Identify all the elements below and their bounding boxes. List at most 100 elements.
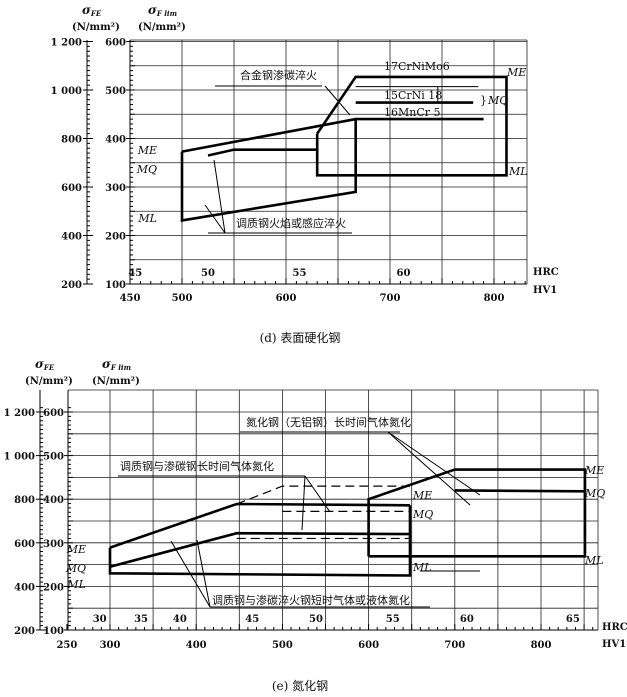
figure-caption: (e) 氮化钢 [272,678,328,693]
hrc-tick-label: 45 [245,614,259,625]
y-outer-tick-label: 1 200 [4,408,35,419]
level-label-ml: ML [584,554,604,567]
x-tick-label: 500 [172,293,193,304]
level-label-mq: MQ [584,487,605,500]
leader-line [324,85,351,116]
level-label-me: ME [412,489,432,502]
chart-d: 100 200 300 400 500 600 200 400 600 800 1 000 1 200… [51,3,559,345]
y-outer-tick-label: 1 000 [51,86,82,97]
y-tick-label: 100 [43,626,64,637]
y-outer-tick-label: 400 [14,582,35,593]
series-line-0 [109,502,410,549]
y-tick-label: 600 [105,38,126,49]
y-tick-label: 200 [43,582,64,593]
level-label-mq: MQ [412,508,433,521]
x-tick-label: 700 [444,640,465,651]
series-line-7 [454,489,585,493]
series-line-3 [180,119,357,222]
leader-line [170,540,211,608]
hrc-tick-label: 45 [128,268,142,279]
leader-line [301,475,306,531]
y-tick-label: 300 [105,183,126,194]
y-tick-label: 500 [105,86,126,97]
annotation: 合金钢渗碳淬火 [240,68,317,82]
series-line-1 [109,531,410,569]
x-tick-label: 250 [56,640,77,651]
y-outer-tick-label: 200 [61,280,82,291]
level-label-me: ME [506,66,526,79]
y-tick-label: 500 [43,452,64,463]
annotation: 16MnCr 5 [384,106,441,119]
y-outer-tick-label: 1 200 [51,38,82,49]
level-label-me: ME [66,543,86,556]
y-tick-label: 100 [105,280,126,291]
y-axis-unit: (N/mm²) [138,22,186,33]
annotation: 氮化钢（无铝钢）长时间气体氮化 [246,415,411,429]
level-label-me: ME [584,464,604,477]
x-tick-label: 450 [120,293,141,304]
y-tick-label: 400 [43,495,64,506]
chart-e: 100 200 300 400 500 600 200 400 600 800 1 000 1 200… [4,357,627,693]
x-tick-label: 300 [100,640,121,651]
annotation: 调质钢与渗碳钢长时间气体氮化 [120,459,274,473]
y_outer-axis-title: σFE [35,357,55,372]
series-line-6 [367,468,587,558]
leader-line [387,431,481,496]
level-label-mq: MQ [65,562,86,575]
x-tick-label: 800 [531,640,552,651]
leader-line [204,204,226,234]
series-line-1 [181,117,484,153]
y_outer-axis-unit: (N/mm²) [25,376,73,387]
y-axis-unit: (N/mm²) [92,376,140,387]
y-axis-title: σF lim [102,357,131,372]
y-axis-title: σF lim [148,3,177,18]
y-outer-tick-label: 600 [14,539,35,550]
annotation: 15CrNi 18 [384,89,442,102]
y-outer-tick-label: 800 [61,135,82,146]
figure-caption: (d) 表面硬化钢 [260,331,341,345]
hrc-tick-label: 50 [201,268,215,279]
series-line-3 [236,485,410,505]
x-axis-label: HV1 [533,285,557,296]
y-tick-label: 400 [105,135,126,146]
hrc-tick-label: 40 [173,614,187,625]
y-tick-label: 300 [43,539,64,550]
y_outer-axis-title: σFE [82,3,102,18]
x-tick-label: 600 [276,293,297,304]
y-outer-tick-label: 600 [61,183,82,194]
annotation: 17CrNiMo6 [384,60,450,73]
y-tick-label: 600 [43,408,64,419]
hrc-tick-label: 55 [293,268,307,279]
x2-axis-label: HRC [533,267,559,278]
y-outer-tick-label: 200 [14,626,35,637]
y_outer-axis-unit: (N/mm²) [72,22,120,33]
y-outer-tick-label: 400 [61,232,82,243]
level-label-ml: ML [66,578,86,591]
x-axis-label: HV1 [602,639,626,650]
hrc-tick-label: 60 [397,268,411,279]
x-tick-label: 800 [484,293,505,304]
annotation: 调质钢火焰或感应淬火 [236,216,346,230]
hrc-tick-label: 55 [386,614,400,625]
annotation: 调质钢与渗碳淬火钢短时气体或液体氮化 [212,593,410,607]
hrc-tick-label: 30 [93,614,107,625]
x-tick-label: 500 [272,640,293,651]
series-line-2 [108,505,412,577]
x-tick-label: 700 [380,293,401,304]
brace-icon: } [480,94,487,107]
x-tick-label: 600 [358,640,379,651]
y-tick-label: 200 [105,232,126,243]
hrc-tick-label: 65 [566,614,580,625]
level-label-me: ME [137,144,157,157]
y-outer-tick-label: 800 [14,495,35,506]
series-line-0 [315,75,508,177]
leader-line [387,431,471,506]
hrc-tick-label: 60 [460,614,474,625]
level-label-mq: MQ [487,94,508,107]
leader-line [304,475,331,513]
leader-line [213,159,226,234]
x-tick-label: 400 [186,640,207,651]
y-outer-tick-label: 1 000 [4,452,35,463]
level-label-mq: MQ [136,163,157,176]
